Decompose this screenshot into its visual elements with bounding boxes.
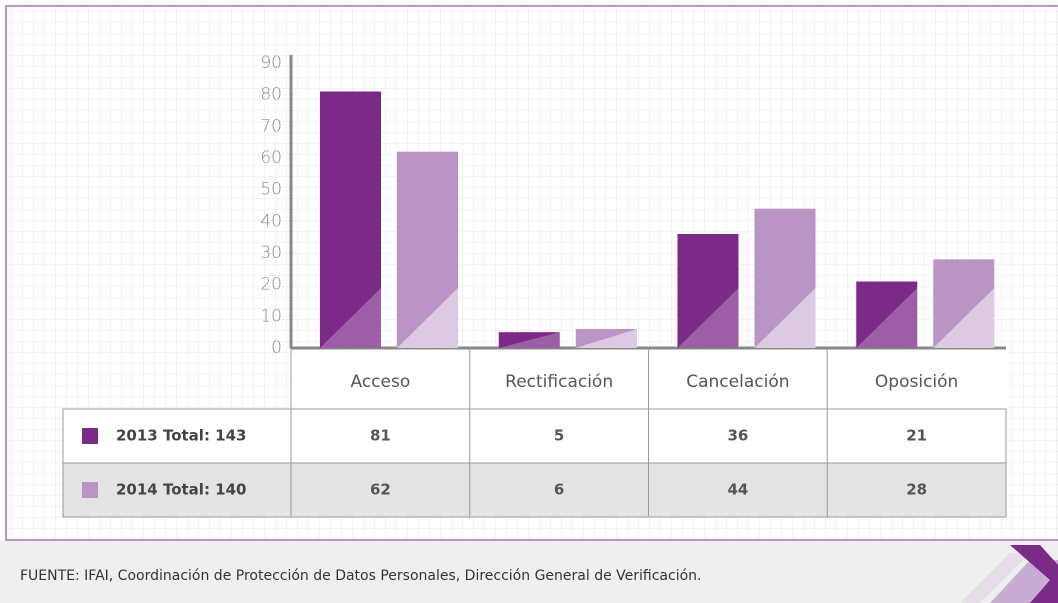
footer [0,541,1058,603]
bar [677,234,739,348]
legend-swatch [82,482,98,498]
y-tick-label: 20 [260,275,282,295]
x-tick-label: Rectificación [505,372,613,392]
x-tick-label: Cancelación [686,372,789,392]
bar [856,281,918,348]
bar-shade [677,288,739,348]
legend-label: 2013 Total: 143 [116,427,246,445]
bar-shade [575,329,637,348]
legend-label: 2014 Total: 140 [116,481,246,499]
table-cell: 81 [370,427,391,445]
y-tick-label: 60 [260,148,282,168]
table-cell: 44 [727,481,748,499]
bar-shade [397,288,458,348]
x-tick-label: Acceso [351,372,411,392]
y-tick-label: 80 [260,85,282,105]
bar-shade [933,288,995,348]
x-tick-label: Oposición [875,372,958,392]
table-cell: 62 [370,481,391,499]
bar-shade [498,332,560,348]
table-cell: 36 [727,427,748,445]
decoration [960,545,1058,603]
table-cell: 28 [906,481,927,499]
y-tick-label: 40 [260,211,282,231]
bar-shade [856,288,918,348]
y-tick-label: 90 [260,53,282,73]
table-row [62,408,1007,464]
table-row [62,462,1007,518]
table-cell: 6 [554,481,564,499]
bar-shade [320,288,381,348]
bar [320,91,381,348]
bar [498,332,560,348]
y-tick-label: 70 [260,116,282,136]
y-tick-label: 0 [271,338,282,358]
y-tick-label: 10 [260,306,282,326]
y-tick-label: 50 [260,180,282,200]
y-tick-label: 30 [260,243,282,263]
bar-shade [754,288,816,348]
table-cell: 21 [906,427,927,445]
table-cell: 5 [554,427,564,445]
legend-swatch [82,428,98,444]
source: FUENTE: IFAI, Coordinación de Protección… [20,568,701,584]
